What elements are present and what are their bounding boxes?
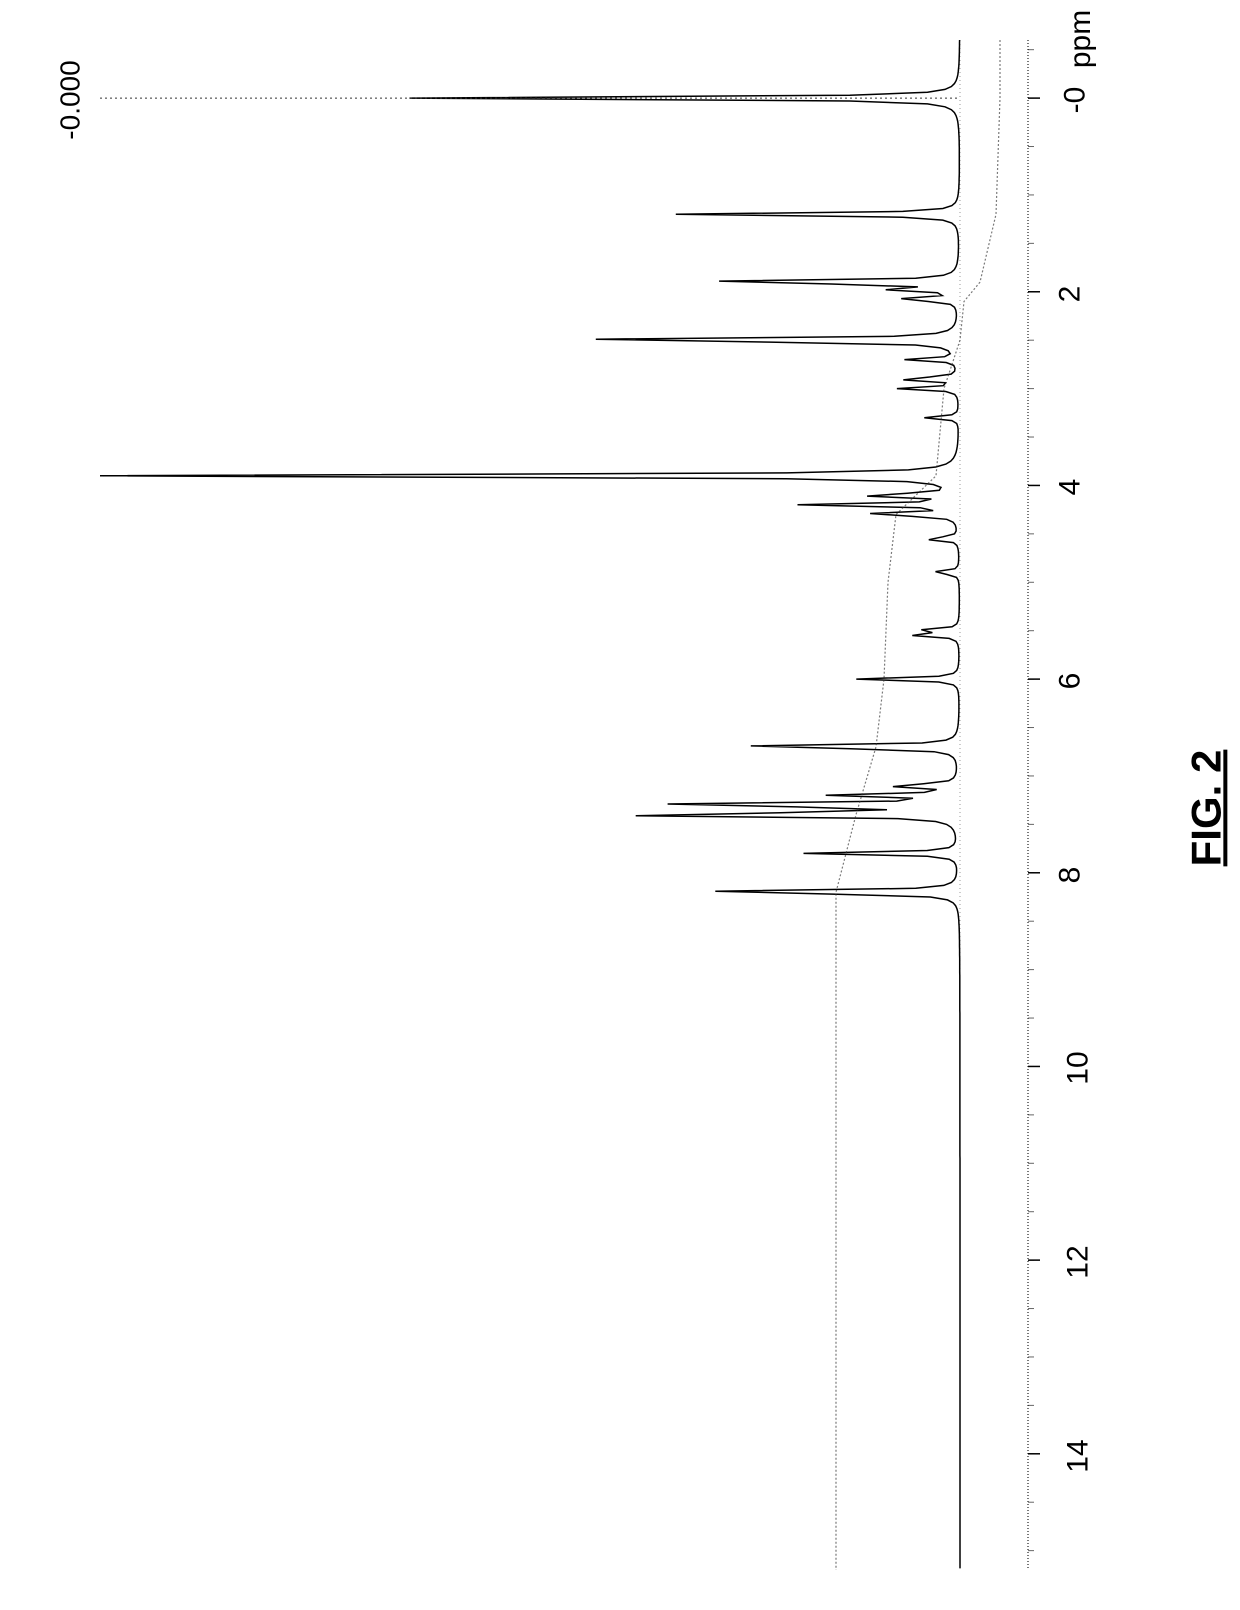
nmr-spectrum-svg xyxy=(0,0,1240,1610)
axis-tick-label: 10 xyxy=(1062,1052,1096,1085)
nmr-spectrum-chart: -0.000 -0 2 4 6 8 10 12 14 ppm FIG. 2 xyxy=(0,0,1240,1610)
axis-tick-label: 8 xyxy=(1053,866,1087,883)
axis-tick-label: 2 xyxy=(1053,285,1087,302)
peak-label-0-ppm: -0.000 xyxy=(55,60,87,139)
axis-tick-label: 4 xyxy=(1053,479,1087,496)
page: -0.000 -0 2 4 6 8 10 12 14 ppm FIG. 2 xyxy=(0,0,1240,1610)
axis-tick-label: 12 xyxy=(1062,1245,1096,1278)
figure-caption: FIG. 2 xyxy=(1182,750,1230,867)
axis-tick-label: 6 xyxy=(1053,673,1087,690)
axis-tick-label: 14 xyxy=(1062,1439,1096,1472)
axis-unit-label: ppm xyxy=(1064,10,1098,68)
axis-tick-label: -0 xyxy=(1058,87,1092,114)
